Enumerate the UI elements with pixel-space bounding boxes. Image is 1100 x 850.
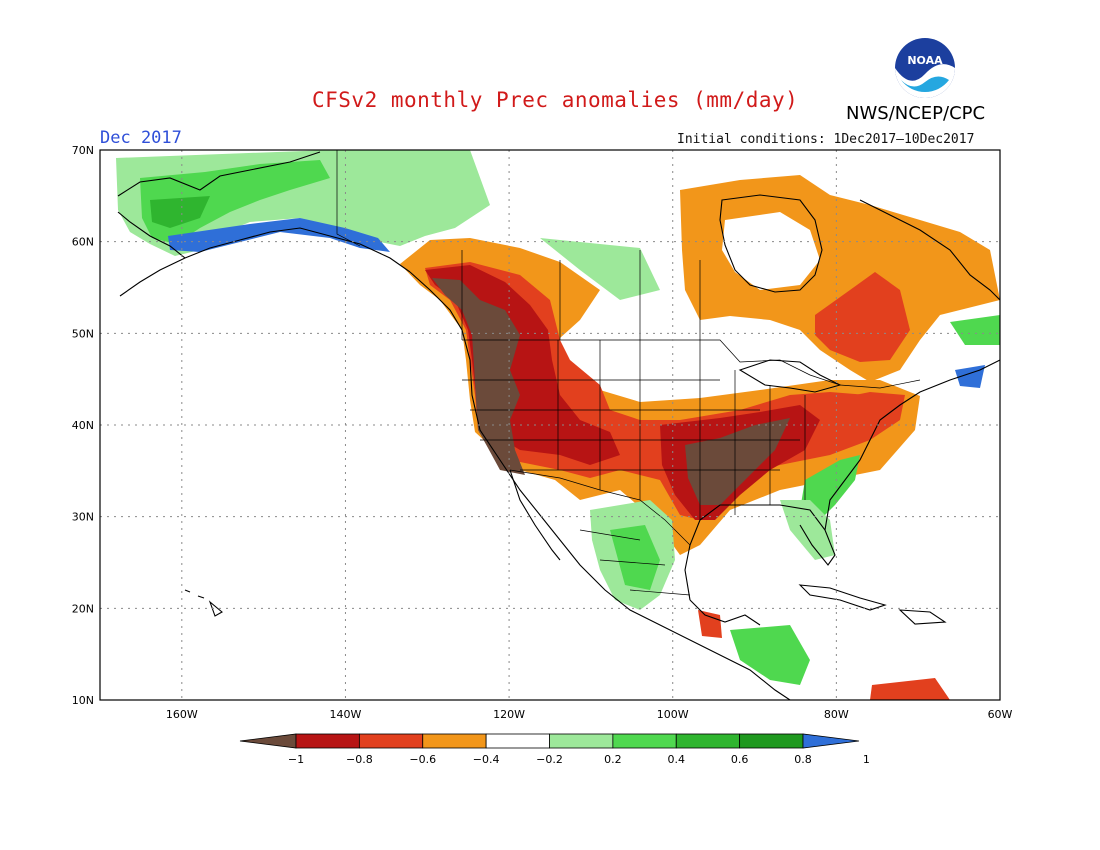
colorbar-label: 0.8 — [794, 753, 812, 766]
colorbar-arrow-high — [802, 733, 860, 749]
colorbar-label: −0.8 — [346, 753, 373, 766]
lat-label: 40N — [72, 419, 94, 432]
anomaly-region-quebec-strong-dry — [815, 272, 910, 362]
plot-frame — [99, 149, 1001, 701]
political-borders — [336, 150, 921, 596]
colorbar-swatch — [295, 733, 360, 749]
anomaly-region-alaska-strong — [150, 196, 210, 228]
anomaly-region-alaska-blue — [168, 218, 390, 252]
anomaly-region-pacific-nw-extreme — [432, 278, 525, 475]
colorbar-arrow-low — [239, 733, 297, 749]
colorbar-label: −1 — [288, 753, 304, 766]
colorbar-label: −0.2 — [536, 753, 563, 766]
noaa-logo: NOAA — [893, 36, 957, 100]
lon-label: 160W — [166, 708, 198, 721]
colorbar-label: 0.2 — [604, 753, 622, 766]
colorbar-swatch — [612, 733, 677, 749]
forecast-month: Dec 2017 — [100, 128, 182, 148]
lat-label: 30N — [72, 511, 94, 524]
colorbar-label: 0.6 — [731, 753, 749, 766]
graticule — [100, 150, 1000, 700]
coastline-hispaniola — [898, 609, 947, 625]
border-mexico-states — [579, 529, 691, 596]
colorbar: −1 −0.8 −0.6 −0.4 −0.2 0.2 0.4 0.6 0.8 1 — [239, 733, 870, 766]
border-us-mexico — [509, 469, 691, 546]
anomaly-region-caribbean-dry — [870, 678, 950, 700]
coastline-labrador — [859, 199, 1000, 301]
border-states-vertical — [557, 340, 806, 520]
anomaly-region-hudson-white — [722, 212, 820, 290]
lat-label: 70N — [72, 144, 94, 157]
latitude-labels: 70N 60N 50N 40N 30N 20N 10N — [72, 144, 94, 707]
initial-conditions: Initial conditions: 1Dec2017–10Dec2017 — [677, 132, 975, 147]
lon-label: 120W — [493, 708, 525, 721]
chart-title: CFSv2 monthly Prec anomalies (mm/day) — [312, 88, 799, 112]
coastline-east — [824, 359, 1000, 531]
lon-label: 100W — [657, 708, 689, 721]
noaa-logo-text: NOAA — [907, 54, 943, 67]
coastline-alaska — [117, 151, 411, 297]
border-canada-provinces — [461, 250, 701, 340]
coastline-hawaii — [184, 589, 223, 617]
coastline-north-america-west — [409, 271, 791, 700]
colorbar-swatch — [739, 733, 804, 749]
colorbar-label: −0.4 — [473, 753, 500, 766]
colorbar-swatch — [422, 733, 487, 749]
lat-label: 10N — [72, 694, 94, 707]
anomaly-region-florida-wet — [780, 500, 835, 560]
colorbar-label: −0.6 — [409, 753, 436, 766]
longitude-labels: 160W 140W 120W 100W 80W 60W — [166, 708, 1013, 721]
colorbar-label: 1 — [863, 753, 870, 766]
coastline-baja — [509, 469, 561, 561]
border-us-canada — [462, 339, 921, 389]
border-states-horizontal — [462, 379, 800, 471]
anomaly-region-alaska-moderate — [140, 160, 330, 244]
colorbar-swatch — [485, 733, 550, 749]
anomaly-region-central-america-wet — [730, 625, 810, 685]
anomaly-region-eastern-canada-wet — [950, 315, 1000, 345]
anomaly-region-southeast-wet — [800, 455, 860, 520]
colorbar-swatch — [549, 733, 614, 749]
anomaly-region-mexico-moderate-wet — [610, 525, 660, 590]
lon-label: 140W — [330, 708, 362, 721]
colorbar-label: 0.4 — [668, 753, 686, 766]
anomaly-region-northeast-coast-dry — [830, 392, 905, 440]
lat-label: 60N — [72, 236, 94, 249]
coastline-cuba — [798, 584, 887, 611]
coastline-hudson-bay — [719, 194, 823, 293]
agency-label: NWS/NCEP/CPC — [846, 103, 986, 124]
lon-label: 60W — [988, 708, 1013, 721]
colorbar-swatch — [675, 733, 741, 749]
lat-label: 20N — [72, 602, 94, 615]
anomaly-region-central-america-dry — [698, 610, 722, 638]
coastlines — [117, 151, 1000, 700]
anomaly-region-ne-canada-green — [540, 238, 660, 300]
lat-label: 50N — [72, 327, 94, 340]
colorbar-swatch — [358, 733, 424, 749]
lon-label: 80W — [824, 708, 849, 721]
